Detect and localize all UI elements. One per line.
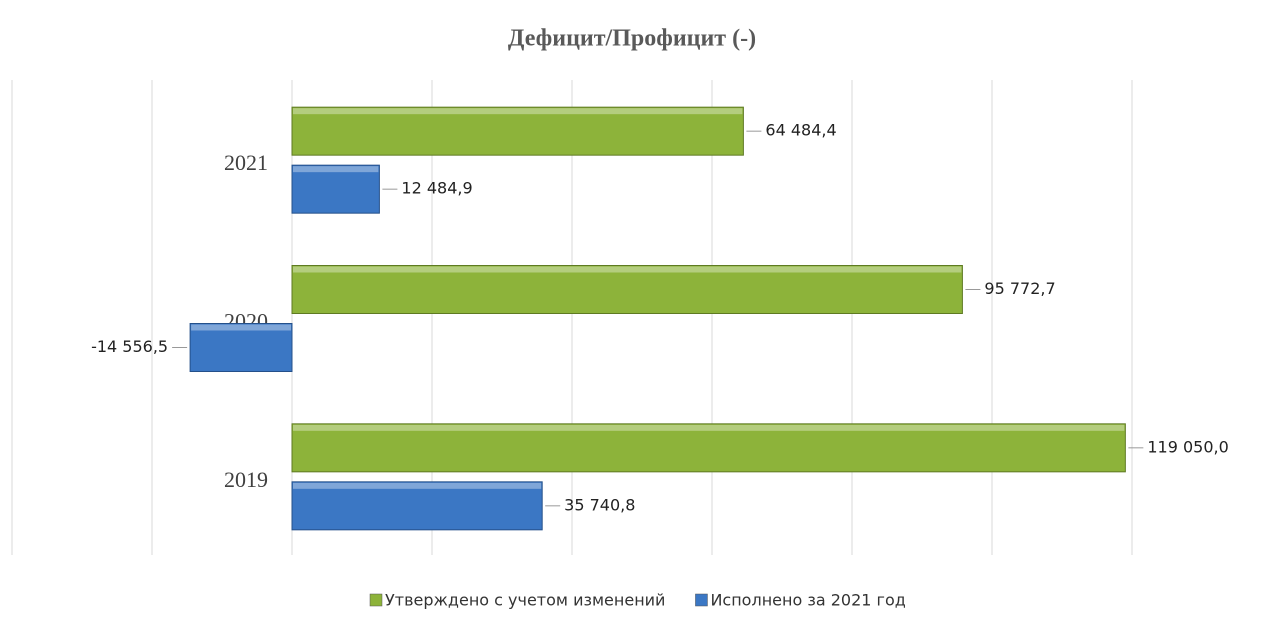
legend-swatch [695,593,708,607]
legend-label: Утверждено с учетом изменений [385,591,665,610]
bar-highlight [191,324,291,331]
legend-label: Исполнено за 2021 год [710,591,905,610]
data-label: 95 772,7 [984,279,1055,298]
chart-title: Дефицит/Профицит (-) [508,26,756,52]
data-label: -14 556,5 [91,337,168,356]
bar-highlight [293,266,962,273]
data-label: 35 740,8 [564,495,635,514]
bar [291,481,543,531]
bar [291,106,744,156]
data-label: 64 484,4 [765,121,836,140]
bar-highlight [293,108,743,115]
bar [291,265,963,314]
bar [189,323,293,372]
y-tick-label: 2019 [224,467,268,492]
legend-swatch [369,593,383,607]
bar [291,164,380,214]
bar-highlight [293,482,542,489]
bar-highlight [293,166,379,173]
bar [291,423,1126,473]
data-label: 119 050,0 [1147,437,1228,456]
data-label: 12 484,9 [401,179,472,198]
bar-highlight [293,424,1125,431]
y-tick-label: 2021 [224,150,268,175]
